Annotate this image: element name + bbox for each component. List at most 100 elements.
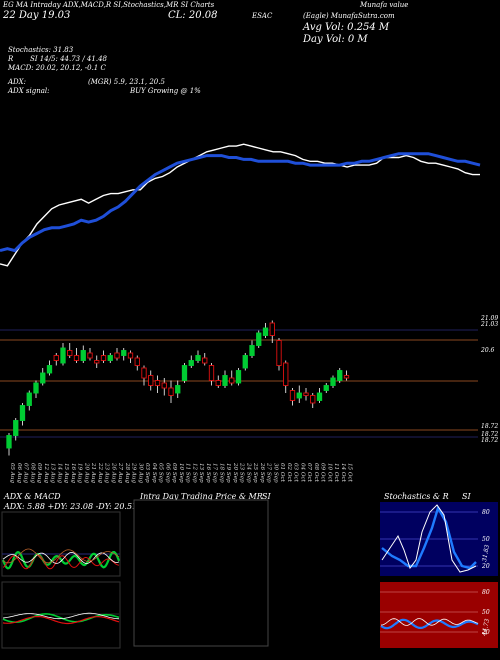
candle-body	[60, 347, 66, 364]
macd-line	[2, 613, 120, 623]
stoch-tick-label: 50	[482, 536, 490, 543]
date-tick-label: 18 Sep	[218, 463, 224, 483]
date-tick-label: 06 Aug	[16, 463, 22, 484]
date-tick-label: 26 Sep	[259, 462, 265, 483]
candle-body	[330, 377, 336, 386]
stoch-d-line	[381, 504, 477, 570]
candle-body	[19, 405, 26, 421]
candle-body	[215, 380, 221, 386]
candle-body	[269, 322, 275, 336]
date-tick-label: 13 Aug	[50, 463, 56, 484]
date-tick-label: 02 Oct	[286, 463, 292, 483]
stochastics-readout: Stochastics: 31.83	[8, 46, 74, 54]
candle-body	[141, 367, 147, 379]
date-tick-label: 30 Aug	[137, 463, 143, 484]
candle-body	[289, 390, 296, 401]
day-volume: Day Vol: 0 M	[303, 34, 368, 45]
date-tick-label: 11 Oct	[333, 463, 339, 483]
intraday-panel-title: Intra Day Trading Price & MR	[140, 492, 263, 501]
date-tick-label: 10 Sep	[178, 463, 184, 483]
candle-body	[229, 377, 235, 384]
mrsi-line	[381, 618, 479, 626]
ticker-label: ESAC	[252, 12, 273, 20]
candle-body	[222, 375, 228, 386]
adx-line	[2, 551, 120, 564]
chart-source-title: EG MA Intraday ADX,MACD,R SI,Stochastics…	[3, 1, 215, 9]
candle-body	[242, 355, 248, 369]
stoch-readout: 31.83	[481, 544, 491, 562]
date-tick-label: 15 Aug	[63, 463, 69, 484]
date-tick-label: 24 Sep	[245, 462, 251, 483]
candle-body	[303, 392, 309, 396]
stoch-panel-title-b: SI	[462, 492, 471, 501]
date-tick-label: 01 Oct	[279, 463, 285, 483]
adx-label: ADX:	[8, 78, 27, 86]
date-tick-label: 07 Aug	[23, 463, 29, 484]
candle-body	[127, 352, 134, 359]
price-line	[0, 143, 480, 267]
date-tick-label: 28 Aug	[124, 462, 130, 484]
rsi-line	[380, 618, 479, 630]
adx-signal-value: BUY Growing @ 1%	[130, 87, 201, 95]
candle-body	[208, 365, 215, 381]
adx-aux-line	[2, 548, 120, 564]
adx-signal-label: ADX signal:	[8, 87, 50, 95]
candle-body	[13, 420, 19, 436]
candle-body	[161, 382, 167, 389]
candle-body	[121, 350, 127, 356]
date-tick-label: 11 Sep	[185, 463, 191, 483]
price-tick-label: 18.72	[481, 437, 498, 444]
date-tick-label: 09 Oct	[320, 463, 326, 483]
candle-body	[283, 362, 289, 386]
date-tick-label: 14 Aug	[56, 463, 62, 484]
adx-panel-title: ADX & MACD	[4, 492, 61, 501]
adx-values: (MGR) 5.9, 23.1, 20.5	[88, 78, 165, 86]
munafa-value-label: Munafa value	[360, 1, 409, 9]
ma-chart	[0, 143, 481, 267]
date-tick-label: 13 Sep	[198, 463, 204, 483]
candle-body	[202, 357, 208, 364]
date-tick-label: 27 Sep	[266, 462, 272, 483]
date-tick-label: 04 Oct	[299, 463, 305, 483]
adx-panel	[1, 511, 121, 577]
avg-volume: Avg Vol: 0.254 M	[303, 22, 390, 33]
date-tick-label: 03 Sep	[144, 463, 150, 483]
stoch-panel-title: Stochastics & R	[384, 492, 449, 501]
candle-body	[168, 387, 174, 396]
candle-body	[33, 382, 39, 394]
date-tick-label: 26 Aug	[110, 462, 116, 484]
rsi-tick-label: 80	[482, 589, 490, 596]
adx-minus-di-line	[2, 554, 120, 570]
candle-body	[73, 355, 80, 361]
candle-body	[175, 385, 181, 394]
candle-body	[6, 435, 12, 449]
candle-body	[40, 372, 46, 384]
stoch-k-line	[381, 504, 477, 573]
date-tick-label: 27 Aug	[117, 462, 123, 484]
date-tick-label: 25 Sep	[252, 462, 258, 483]
rsi-readout: 44.73	[481, 618, 491, 637]
date-tick-label: 08 Aug	[29, 463, 35, 484]
date-tick-label: 19 Aug	[77, 463, 83, 484]
date-tick-label: 29 Aug	[131, 462, 137, 484]
candle-body	[114, 352, 120, 359]
candle-body	[323, 385, 329, 391]
date-tick-label: 12 Sep	[191, 463, 197, 483]
price-tick-label: 18.72	[481, 423, 498, 430]
date-tick-label: 12 Aug	[43, 463, 49, 484]
candle-body	[154, 380, 161, 386]
intraday-panel-frame	[133, 499, 269, 647]
date-tick-label: 23 Sep	[239, 462, 245, 483]
22-day-label: 22 Day 19.03	[3, 10, 71, 21]
macd-readout: MACD: 20.02, 20.12, -0.1 C	[8, 64, 106, 72]
date-tick-label: 08 Oct	[313, 463, 319, 483]
candle-body	[87, 352, 93, 359]
rsi-panel-bg	[380, 582, 498, 648]
date-tick-label: 16 Sep	[205, 463, 211, 483]
date-tick-label: 19 Sep	[225, 463, 231, 483]
date-tick-label: 20 Sep	[232, 462, 238, 483]
candle-body	[53, 355, 59, 361]
